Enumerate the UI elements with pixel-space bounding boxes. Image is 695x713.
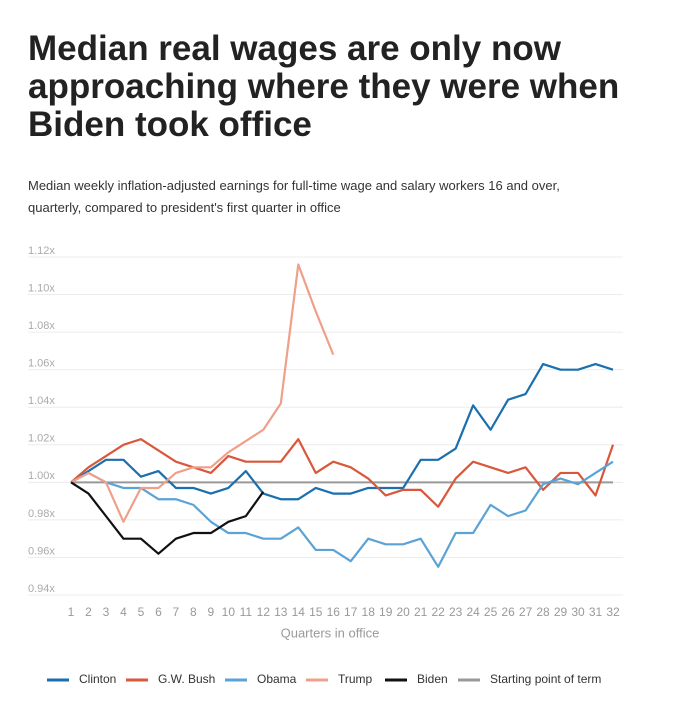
y-tick-label: 0.98x: [28, 508, 55, 520]
x-tick-label: 32: [606, 605, 620, 619]
x-tick-label: 29: [554, 605, 568, 619]
x-tick-label: 7: [173, 605, 180, 619]
legend-label: Clinton: [79, 672, 116, 686]
y-tick-label: 0.94x: [28, 583, 55, 595]
chart-subtitle: Median weekly inflation-adjusted earning…: [28, 178, 560, 215]
y-tick-label: 1.00x: [28, 470, 55, 482]
x-tick-label: 31: [589, 605, 603, 619]
x-tick-label: 13: [274, 605, 288, 619]
x-tick-label: 22: [431, 605, 445, 619]
x-tick-label: 17: [344, 605, 358, 619]
x-tick-label: 20: [397, 605, 411, 619]
x-tick-label: 3: [103, 605, 110, 619]
x-tick-label: 19: [379, 605, 393, 619]
x-tick-label: 25: [484, 605, 498, 619]
x-tick-label: 18: [362, 605, 376, 619]
y-tick-label: 1.04x: [28, 395, 55, 407]
x-tick-label: 16: [327, 605, 341, 619]
series-line: [70, 481, 265, 555]
x-tick-label: 26: [501, 605, 515, 619]
y-tick-label: 1.06x: [28, 358, 55, 370]
y-tick-label: 1.12x: [28, 245, 55, 257]
chart-title: Median real wages are only now approachin…: [28, 29, 619, 144]
x-tick-label: 14: [292, 605, 306, 619]
series-line: [70, 362, 614, 501]
x-tick-label: 30: [571, 605, 585, 619]
x-tick-label: 4: [120, 605, 127, 619]
series-line: [70, 263, 335, 523]
series-line: [70, 460, 614, 568]
x-tick-label: 23: [449, 605, 463, 619]
x-tick-label: 28: [536, 605, 550, 619]
x-tick-label: 1: [68, 605, 75, 619]
legend-label: Trump: [338, 672, 373, 686]
legend-label: Starting point of term: [490, 672, 601, 686]
x-tick-label: 21: [414, 605, 428, 619]
legend-label: Biden: [417, 672, 448, 686]
x-tick-label: 27: [519, 605, 533, 619]
y-tick-label: 0.96x: [28, 545, 55, 557]
y-tick-label: 1.08x: [28, 320, 55, 332]
x-tick-label: 15: [309, 605, 323, 619]
x-tick-label: 11: [240, 605, 253, 619]
x-tick-label: 24: [466, 605, 480, 619]
x-tick-label: 5: [138, 605, 145, 619]
legend-label: G.W. Bush: [158, 672, 215, 686]
series-line: [70, 438, 615, 508]
x-tick-label: 10: [222, 605, 236, 619]
x-tick-label: 2: [85, 605, 92, 619]
x-tick-label: 12: [257, 605, 271, 619]
y-tick-label: 1.10x: [28, 282, 55, 294]
x-axis-label: Quarters in office: [281, 625, 380, 640]
x-tick-label: 9: [208, 605, 215, 619]
y-tick-label: 1.02x: [28, 433, 55, 445]
legend-label: Obama: [257, 672, 297, 686]
x-tick-label: 8: [190, 605, 197, 619]
x-tick-label: 6: [155, 605, 162, 619]
